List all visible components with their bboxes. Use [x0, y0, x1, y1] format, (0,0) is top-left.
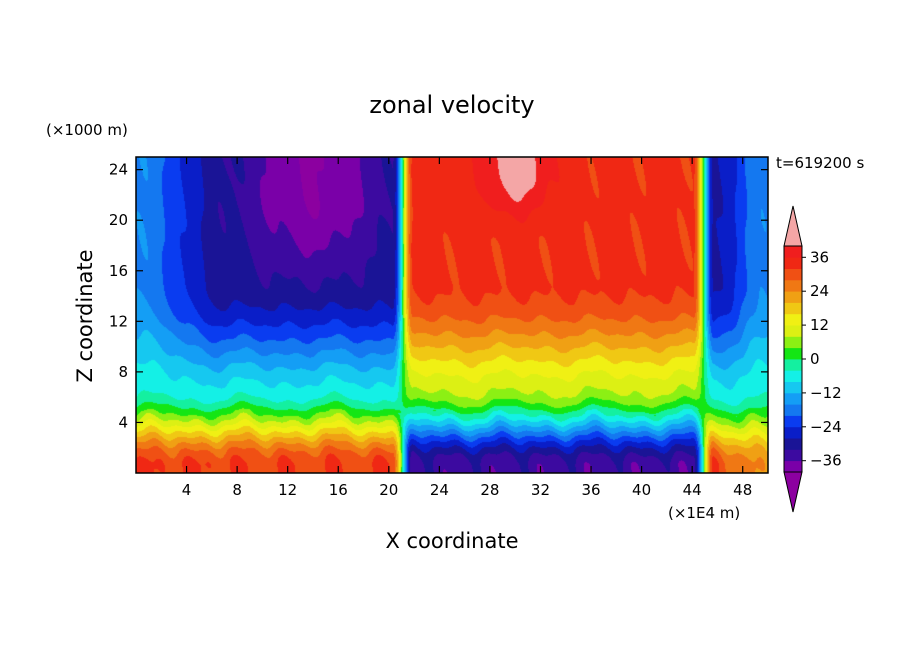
x-tick-label: 40	[632, 481, 651, 499]
colorbar-tick-label: 36	[810, 248, 829, 266]
x-tick-label: 48	[733, 481, 752, 499]
x-tick-label: 16	[329, 481, 348, 499]
colorbar-bin	[784, 291, 802, 303]
plot-frame	[135, 156, 769, 474]
colorbar-bin	[784, 415, 802, 428]
x-tick-label: 36	[581, 481, 600, 499]
y-tick-label: 4	[118, 413, 128, 431]
chart-title: zonal velocity	[369, 91, 534, 119]
x-tick-label: 12	[278, 481, 297, 499]
x-tick-label: 44	[683, 481, 702, 499]
y-axis-label: Z coordinate	[73, 249, 97, 382]
colorbar-bin	[784, 449, 802, 462]
colorbar-bin	[784, 313, 802, 326]
x-axis-label: X coordinate	[385, 529, 518, 553]
colorbar-bin	[784, 246, 802, 258]
colorbar-tick-label: −24	[810, 418, 842, 436]
colorbar-tick-label: 24	[810, 282, 829, 300]
colorbar: 36 24 12 0 −12 −24 −36	[783, 205, 842, 513]
x-tick-label: 8	[232, 481, 242, 499]
colorbar-bin	[784, 381, 802, 394]
colorbar-bin	[784, 392, 802, 405]
velocity-field	[136, 157, 768, 473]
colorbar-bin	[784, 302, 802, 315]
colorbar-over-triangle	[783, 205, 803, 247]
colorbar-bin	[784, 257, 802, 269]
time-label: t=619200 s	[776, 154, 864, 172]
y-tick-label: 12	[109, 312, 128, 330]
colorbar-bin	[784, 268, 802, 281]
y-tick-label: 24	[109, 161, 128, 179]
colorbar-bin	[784, 460, 802, 473]
x-tick-label: 24	[430, 481, 449, 499]
plot-area	[135, 156, 769, 474]
colorbar-bin	[784, 347, 802, 360]
colorbar-under-triangle	[783, 471, 803, 513]
x-tick-label: 20	[379, 481, 398, 499]
colorbar-bin	[784, 336, 802, 349]
y-tick-label: 20	[109, 211, 128, 229]
y-tick-label: 16	[109, 262, 128, 280]
x-axis: 4 8 12 16 20 24 28 32 36 40 44 48	[182, 157, 752, 499]
y-axis: 4 8 12 16 20 24	[109, 161, 768, 431]
colorbar-bin	[784, 438, 802, 450]
colorbar-bin	[784, 404, 802, 416]
y-tick-label: 8	[118, 363, 128, 381]
y-unit-label: (×1000 m)	[46, 121, 128, 139]
field-canvas-holder	[136, 157, 768, 473]
colorbar-tick-label: 0	[810, 350, 820, 368]
colorbar-bin	[784, 426, 802, 439]
colorbar-tick-label: −12	[810, 384, 842, 402]
x-tick-label: 28	[480, 481, 499, 499]
x-unit-label: (×1E4 m)	[668, 504, 740, 522]
colorbar-tick-label: −36	[810, 452, 842, 470]
colorbar-bin	[784, 359, 802, 371]
colorbar-bin	[784, 370, 802, 382]
colorbar-bin	[784, 279, 802, 292]
x-tick-label: 32	[531, 481, 550, 499]
x-tick-label: 4	[182, 481, 192, 499]
colorbar-tick-label: 12	[810, 316, 829, 334]
colorbar-bin	[784, 325, 802, 337]
